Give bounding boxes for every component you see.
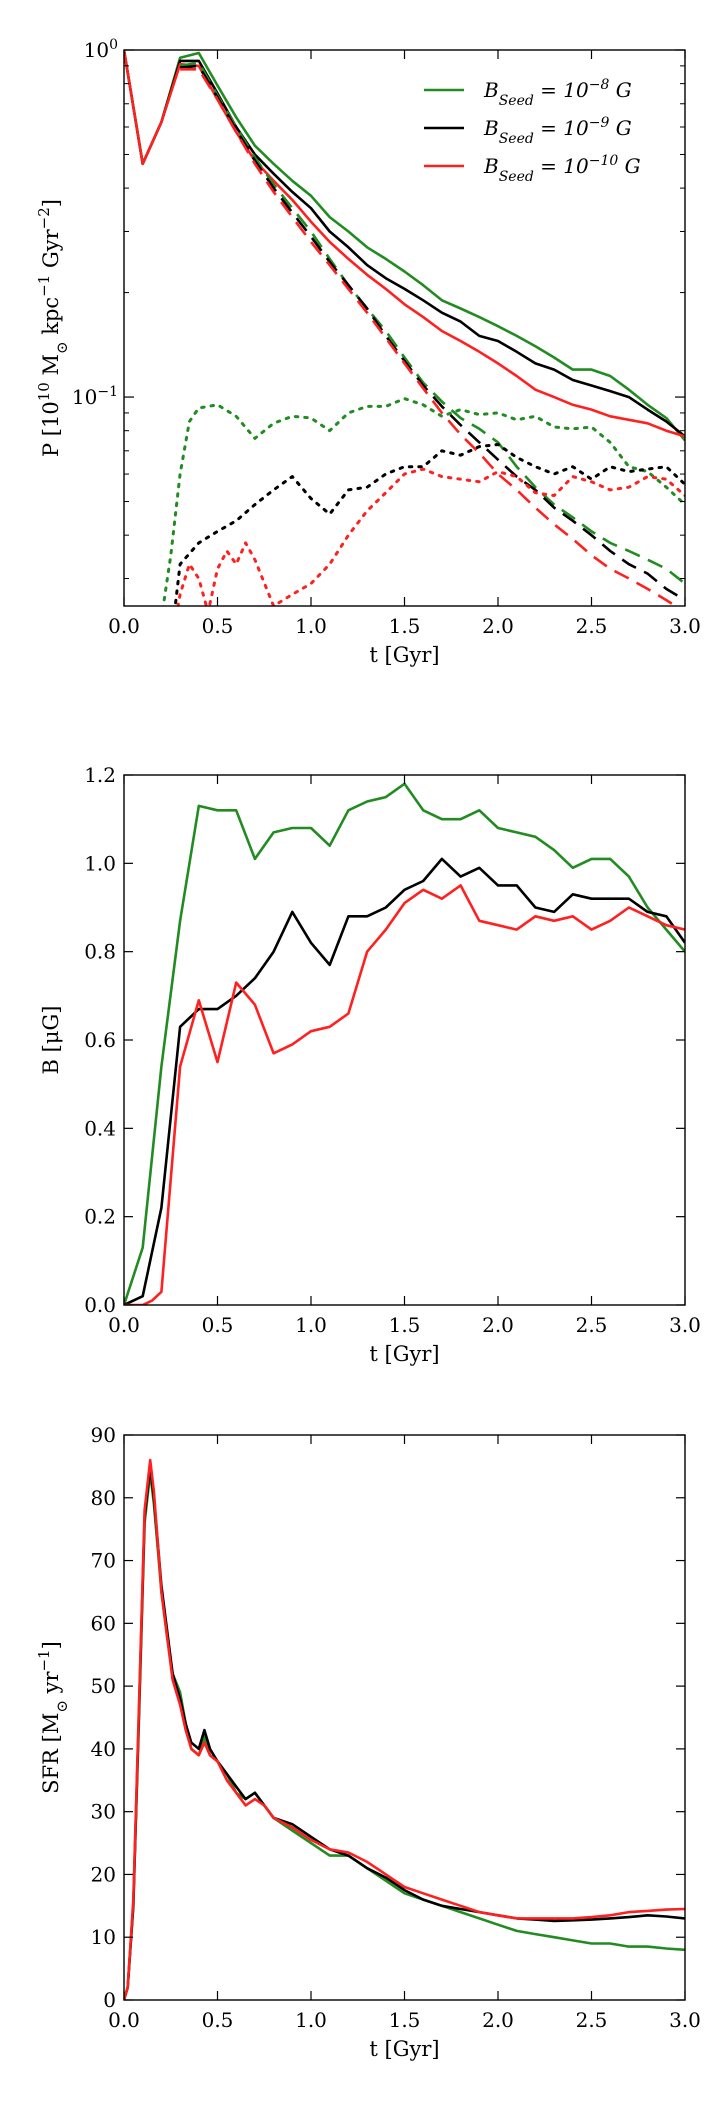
x-tick-label: 0.5 (202, 1313, 234, 1337)
x-axis-label: t [Gyr] (369, 1342, 439, 1366)
series-solid-1 (124, 857, 685, 1305)
y-tick-label: 30 (91, 1800, 116, 1824)
pressure-panel: 0.0 0.5 1.0 1.5 2.0 2.5 3.0 10−1 100 t [Gyr] P [10… (35, 37, 701, 667)
series-dashed-5 (180, 68, 678, 606)
x-axis-label: t [Gyr] (369, 2037, 439, 2061)
x-tick-label: 3.0 (669, 2008, 701, 2032)
x-axis-label: t [Gyr] (369, 643, 439, 667)
y-tick-label: 1.0 (84, 851, 116, 875)
x-tick-label: 1.0 (295, 614, 327, 638)
series-dotted-7 (173, 443, 685, 606)
x-tick-label: 2.5 (576, 1313, 608, 1337)
x-tick-label: 2.5 (576, 2008, 608, 2032)
x-tick-label: 2.0 (482, 614, 514, 638)
y-tick-label: 70 (91, 1549, 116, 1573)
y-tick-label: 40 (91, 1737, 116, 1761)
series-dotted-8 (176, 467, 685, 606)
series-solid-2 (124, 1458, 685, 2000)
y-tick-label: 0.6 (84, 1028, 116, 1052)
y-tick-label: 90 (91, 1423, 116, 1447)
y-tick-label: 50 (91, 1674, 116, 1698)
legend-label: BSeed = 10−9 G (483, 115, 632, 147)
y-tick-label: 1.2 (84, 763, 116, 787)
series-dotted-6 (161, 397, 685, 606)
x-tick-label: 0.5 (202, 2008, 234, 2032)
x-tick-label: 1.0 (295, 1313, 327, 1337)
legend-label: BSeed = 10−10 G (483, 153, 641, 185)
x-tick-label: 2.0 (482, 2008, 514, 2032)
x-tick-label: 2.0 (482, 1313, 514, 1337)
series-group (124, 782, 685, 1305)
series-solid-0 (124, 1471, 685, 2000)
magnetic-field-panel: 0.0 0.5 1.0 1.5 2.0 2.5 3.0 0.0 0.2 0.4 0.6 0.8 1.0 1… (39, 763, 701, 1366)
legend: BSeed = 10−8 G BSeed = 10−9 G BSeed = 10−1… (424, 77, 641, 185)
y-tick-label: 0.4 (84, 1116, 116, 1140)
y-axis-label: P [1010 M⊙ kpc−1 Gyr−2] (35, 199, 71, 457)
series-solid-1 (124, 1465, 685, 2000)
y-tick-label: 0.8 (84, 940, 116, 964)
series-group (124, 50, 685, 606)
series-group (124, 1458, 685, 2000)
series-solid-2 (124, 884, 685, 1305)
x-tick-label: 0.0 (108, 2008, 140, 2032)
y-tick-label: 10 (91, 1925, 116, 1949)
y-tick-label: 20 (91, 1862, 116, 1886)
plot-frame (123, 774, 686, 1306)
x-tick-label: 2.5 (576, 614, 608, 638)
x-tick-label: 1.5 (389, 1313, 421, 1337)
x-tick-label: 1.0 (295, 2008, 327, 2032)
legend-label: BSeed = 10−8 G (483, 77, 632, 109)
y-tick-label: 100 (84, 37, 118, 62)
x-tick-label: 0.5 (202, 614, 234, 638)
sfr-panel: 0.0 0.5 1.0 1.5 2.0 2.5 3.0 0 10 20 30 40 50 60 70 80 90… (35, 1423, 701, 2061)
x-tick-label: 0.0 (108, 1313, 140, 1337)
y-tick-label: 60 (91, 1611, 116, 1635)
y-tick-label: 10−1 (72, 384, 118, 409)
series-solid-0 (124, 50, 685, 442)
y-axis-label: SFR [M⊙ yr−1] (35, 1641, 71, 1794)
y-tick-label: 80 (91, 1486, 116, 1510)
y-tick-label: 0 (103, 1988, 116, 2012)
series-solid-0 (124, 782, 685, 1305)
x-tick-label: 3.0 (669, 1313, 701, 1337)
x-tick-label: 0.0 (108, 614, 140, 638)
series-solid-2 (124, 50, 685, 438)
x-tick-label: 1.5 (389, 2008, 421, 2032)
y-tick-label: 0.0 (84, 1293, 116, 1317)
y-axis-label: B [μG] (39, 1006, 63, 1075)
x-tick-label: 1.5 (389, 614, 421, 638)
series-solid-1 (124, 50, 685, 438)
y-tick-label: 0.2 (84, 1205, 116, 1229)
plot-frame (123, 49, 686, 607)
x-tick-label: 3.0 (669, 614, 701, 638)
